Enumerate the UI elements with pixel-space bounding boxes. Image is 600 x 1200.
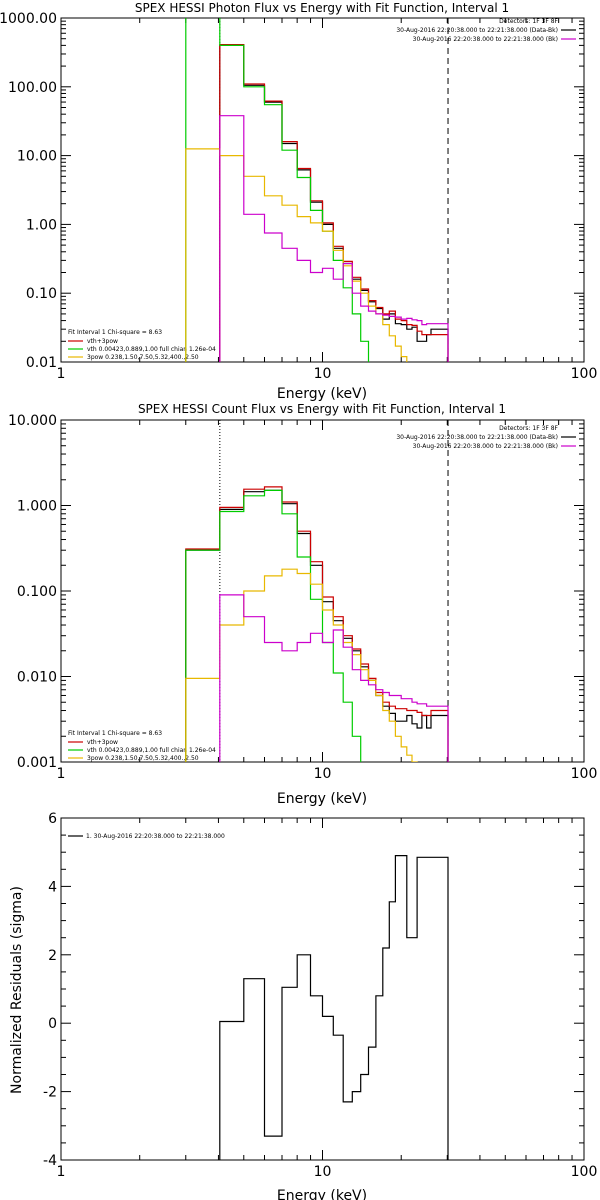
series-line-30-aug-2016-22-20-38-000-to-22-21-38-000-bk [219, 594, 449, 762]
y-tick-label: 10.000 [8, 413, 57, 429]
legend: 1. 30-Aug-2016 22:20:38.000 to 22:21:38.… [86, 833, 225, 840]
series-layer [219, 855, 449, 1160]
x-tick-label: 10 [314, 1164, 332, 1180]
y-tick-label: 6 [48, 811, 57, 827]
y-axis-ticks [61, 419, 584, 763]
series-line-3pow [185, 568, 418, 762]
legend-entry-label: 3pow 0.238,1.50,7.50,5.32,400.,2.50 [87, 354, 199, 361]
x-axis-ticks [60, 818, 585, 1160]
residuals-chart: Energy (keV) Normalized Residuals (sigma… [9, 811, 597, 1200]
y-axis-ticks [61, 17, 584, 363]
series-layer [185, 18, 449, 362]
info-line: 30-Aug-2016 22:20:38.000 to 22:21:38.000… [396, 434, 558, 441]
series-line-30-aug-2016-22-20-38-000-to-22-21-38-000-data-bk [185, 489, 449, 762]
series-line-30-aug-2016-22-20-38-000-to-22-21-38-000-bk [219, 115, 449, 362]
legend: Fit Interval 1 Chi-square = 8.63 vth+3po… [68, 329, 216, 361]
x-tick-label: 1 [57, 766, 66, 782]
y-tick-label: 0.01 [26, 355, 57, 371]
legend-title: Fit Interval 1 Chi-square = 8.63 [68, 730, 162, 737]
x-tick-label: 10 [314, 366, 332, 382]
legend: Fit Interval 1 Chi-square = 8.63 vth+3po… [68, 730, 216, 762]
x-axis-ticks [60, 18, 585, 362]
series-line-vth [185, 18, 370, 362]
info-line: 30-Aug-2016 22:20:38.000 to 22:21:38.000… [413, 443, 558, 450]
y-tick-label: -4 [43, 1153, 57, 1169]
photon-flux-chart: SPEX HESSI Photon Flux vs Energy with Fi… [0, 1, 597, 402]
x-axis-label: Energy (keV) [277, 791, 367, 807]
plot-frame [60, 17, 585, 363]
y-tick-label: 0.10 [26, 286, 57, 302]
y-tick-label: 10.00 [17, 149, 57, 165]
y-tick-label: -2 [43, 1085, 57, 1101]
y-tick-label: 0.001 [17, 755, 57, 771]
count-flux-chart: SPEX HESSI Count Flux vs Energy with Fit… [8, 402, 597, 807]
y-tick-label: 1.00 [26, 217, 57, 233]
legend-entry-label: vth 0.00423,0.889,1.00 full chian 1.26e-… [87, 747, 216, 754]
info-block: Detectors: 1F 3F 8F 30-Aug-2016 22:20:38… [396, 425, 558, 450]
series-line-vth [185, 489, 362, 762]
x-tick-label: 100 [571, 766, 598, 782]
series-line-vth-3pow [219, 44, 449, 362]
x-axis-label: Energy (keV) [277, 1188, 367, 1200]
y-tick-label: 4 [48, 879, 57, 895]
legend-entry-label: vth 0.00423,0.889,1.00 full chian 1.26e-… [87, 346, 216, 353]
legend-title: Fit Interval 1 Chi-square = 8.63 [68, 329, 162, 336]
series-line-30-aug-2016-22-20-38-000-to-22-21-38-000-data-bk [219, 44, 449, 362]
x-axis-label: Energy (keV) [277, 386, 367, 402]
y-tick-label: 2 [48, 948, 57, 964]
legend-entry-label: 3pow 0.238,1.50,7.50,5.32,400.,2.50 [87, 755, 199, 762]
y-tick-label: 1.000 [17, 499, 57, 515]
x-tick-label: 100 [571, 366, 598, 382]
y-tick-label: 0.100 [17, 584, 57, 600]
y-tick-label: 100.00 [8, 80, 57, 96]
y-tick-label: 0.010 [17, 670, 57, 686]
y-axis-ticks [61, 817, 584, 1161]
series-line-3pow [185, 148, 408, 362]
detectors-text: Detectors: 1F 3F 8F [499, 425, 558, 432]
series-line-1-30-aug-2016-22-20-38-000-to-22-21-38-000 [219, 855, 449, 1160]
x-tick-label: 10 [314, 766, 332, 782]
plot-frame [60, 817, 585, 1161]
chart-title: SPEX HESSI Photon Flux vs Energy with Fi… [135, 1, 509, 15]
series-layer [185, 486, 449, 762]
chart-title: SPEX HESSI Count Flux vs Energy with Fit… [138, 402, 506, 416]
info-line: 30-Aug-2016 22:20:38.000 to 22:21:38.000… [396, 27, 558, 34]
x-tick-label: 100 [571, 1164, 598, 1180]
legend-entry-label: vth+3pow [87, 338, 118, 345]
x-tick-label: 1 [57, 1164, 66, 1180]
detectors-text: Detectors: 1F 3F 8F [499, 18, 558, 25]
y-tick-label: 1000.00 [0, 11, 57, 27]
x-tick-label: 1 [57, 366, 66, 382]
info-block: Detectors: 1F 3F 8F 30-Aug-2016 22:20:38… [396, 18, 558, 43]
info-line: 30-Aug-2016 22:20:38.000 to 22:21:38.000… [413, 36, 558, 43]
y-axis-label: Normalized Residuals (sigma) [9, 886, 25, 1094]
legend-entry-label: vth+3pow [87, 739, 118, 746]
legend-entry-label: 1. 30-Aug-2016 22:20:38.000 to 22:21:38.… [86, 833, 225, 840]
y-tick-label: 0 [48, 1016, 57, 1032]
